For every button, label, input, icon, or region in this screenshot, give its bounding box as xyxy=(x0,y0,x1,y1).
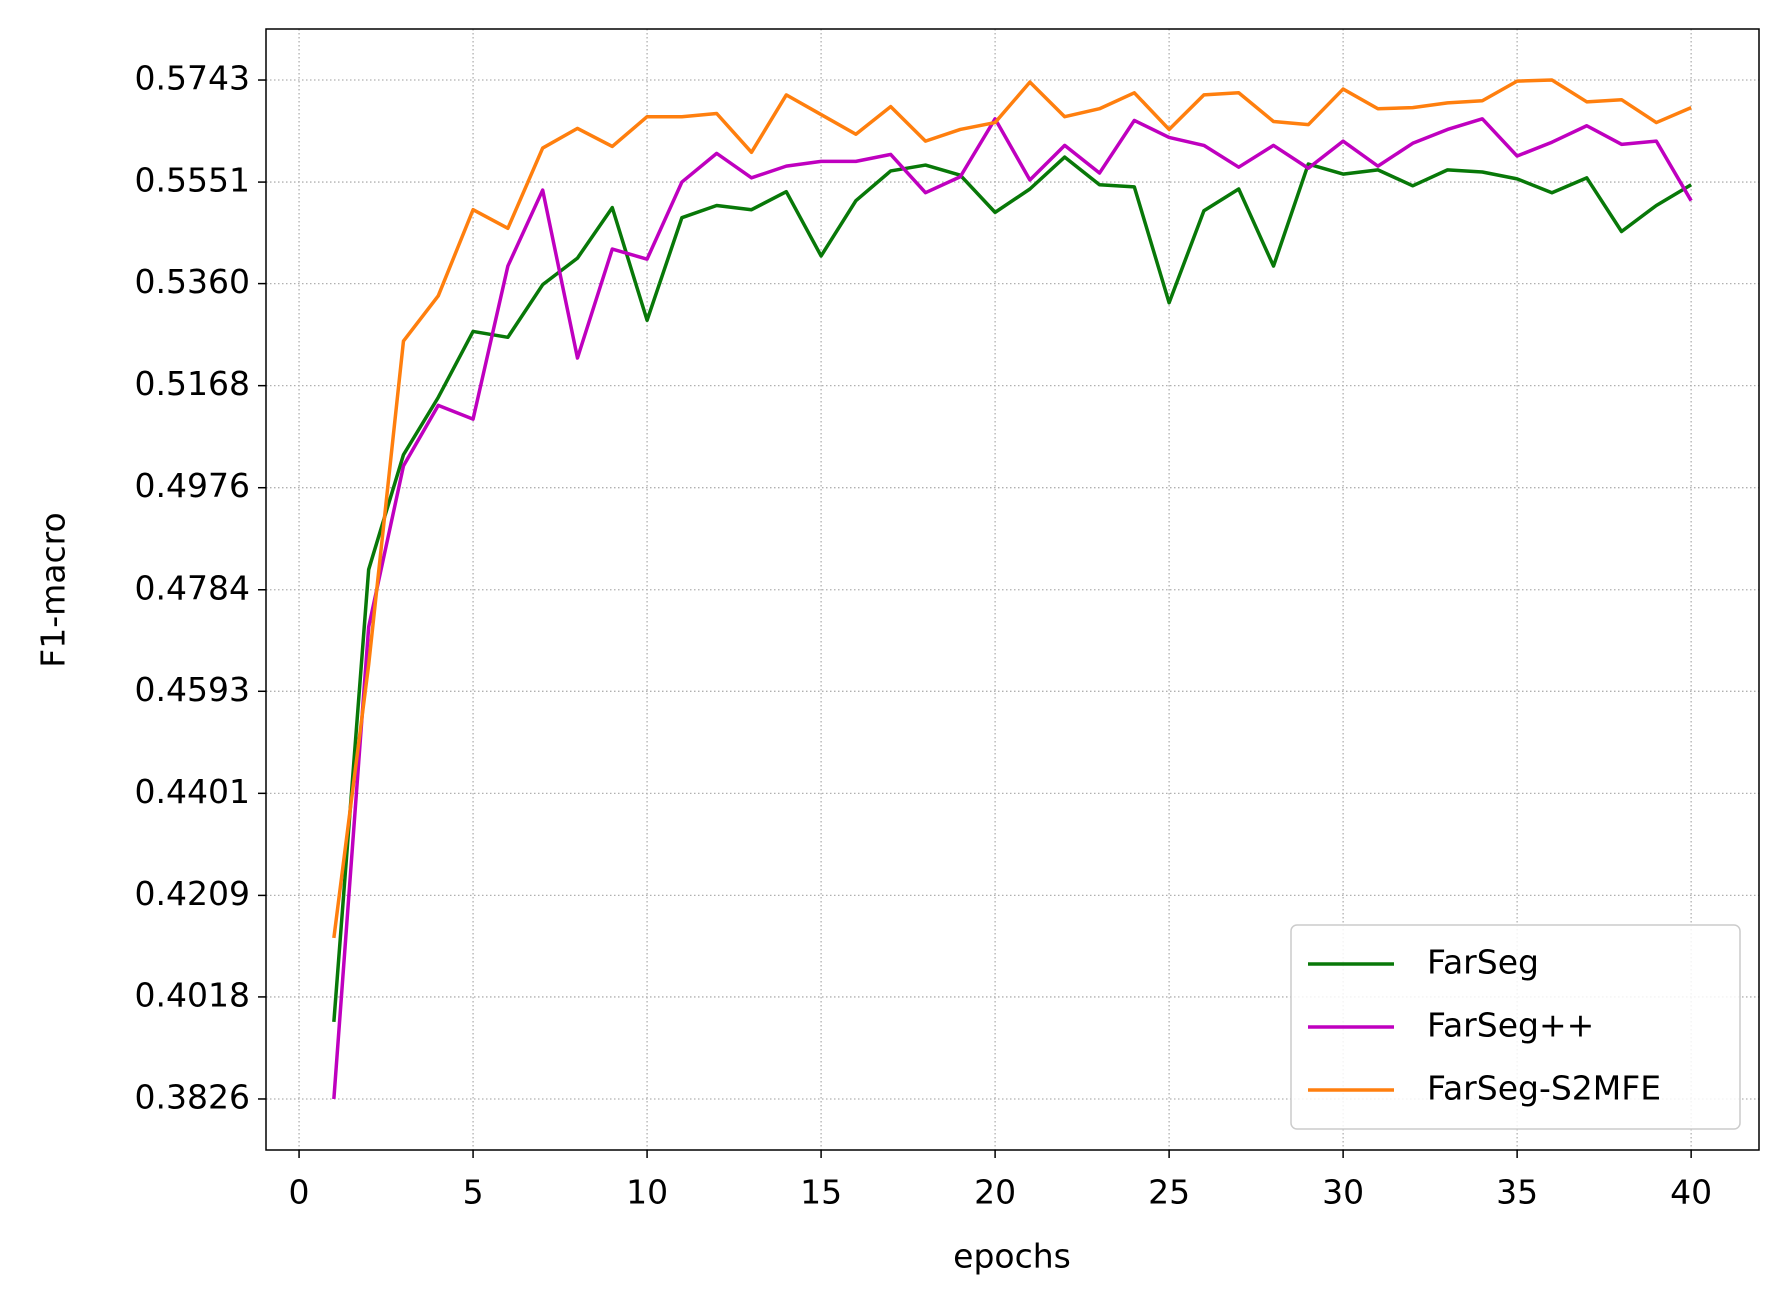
y-tick-label: 0.4209 xyxy=(135,874,250,913)
y-tick-label: 0.4401 xyxy=(135,772,250,811)
y-tick-label: 0.5743 xyxy=(135,59,250,98)
legend-label: FarSeg++ xyxy=(1427,1006,1594,1045)
y-tick-label: 0.5168 xyxy=(135,364,250,403)
y-tick-label: 0.4976 xyxy=(135,466,250,505)
x-axis-label: epochs xyxy=(953,1237,1071,1276)
legend-box xyxy=(1290,924,1741,1130)
data-line xyxy=(332,117,1693,1100)
y-tick-label: 0.4784 xyxy=(135,568,250,607)
x-tick-label: 20 xyxy=(974,1173,1016,1212)
x-tick-label: 15 xyxy=(800,1173,842,1212)
axes-frame xyxy=(265,28,1760,1151)
legend-label: FarSeg xyxy=(1427,943,1539,982)
legend-label: FarSeg-S2MFE xyxy=(1427,1069,1661,1108)
data-line xyxy=(332,78,1692,939)
x-tick-label: 5 xyxy=(463,1173,484,1212)
y-tick-label: 0.4018 xyxy=(135,975,250,1014)
data-line xyxy=(332,155,1693,1023)
x-tick-label: 0 xyxy=(289,1173,310,1212)
x-tick-label: 10 xyxy=(626,1173,668,1212)
x-tick-label: 30 xyxy=(1322,1173,1364,1212)
y-tick-label: 0.5360 xyxy=(135,262,250,301)
legend: FarSeg FarSeg++ FarSeg-S2MFE xyxy=(1290,924,1741,1130)
x-tick-label: 40 xyxy=(1670,1173,1712,1212)
x-tick-label: 25 xyxy=(1148,1173,1190,1212)
y-tick-label: 0.5551 xyxy=(135,161,250,200)
y-tick-label: 0.3826 xyxy=(135,1077,250,1116)
x-tick-label: 35 xyxy=(1496,1173,1538,1212)
y-axis-label: F1-macro xyxy=(34,512,73,667)
y-tick-label: 0.4593 xyxy=(135,670,250,709)
